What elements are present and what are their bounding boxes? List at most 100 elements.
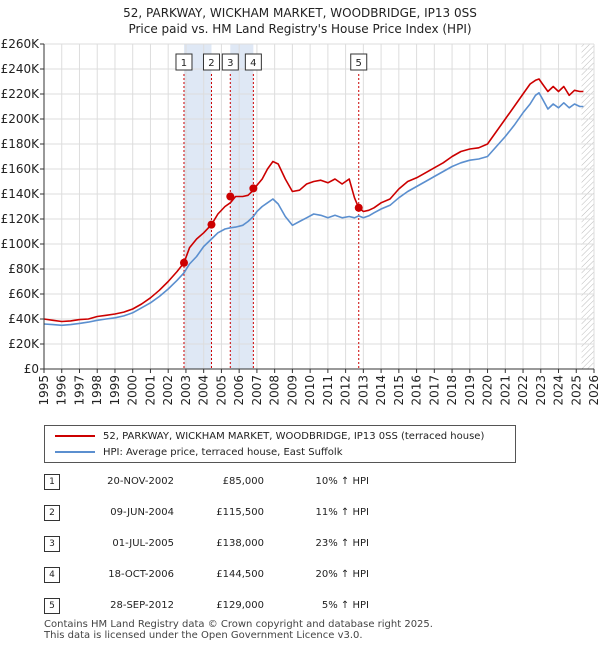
legend-label-hpi: HPI: Average price, terraced house, East…	[103, 446, 343, 458]
hpi-line	[43, 92, 584, 327]
x-tick-label: 2014	[374, 375, 388, 406]
x-tick-label: 2021	[498, 375, 512, 406]
hatched-region	[581, 44, 594, 369]
x-tick-label: 2003	[179, 375, 193, 406]
x-tick-label: 1999	[108, 375, 122, 406]
y-tick-label: £260K	[1, 37, 41, 51]
x-tick-label: 2009	[285, 375, 299, 406]
sale-number-label: 1	[181, 58, 187, 69]
sale-hpi-delta: 20% ↑ HPI	[315, 569, 369, 580]
x-tick-label: 2013	[356, 375, 370, 406]
sale-number-label: 3	[227, 58, 233, 69]
sale-date: 01-JUL-2005	[112, 538, 174, 549]
x-tick-label: 2002	[161, 375, 175, 406]
sale-date: 28-SEP-2012	[110, 600, 174, 611]
chart-subtitle: Price paid vs. HM Land Registry's House …	[128, 22, 472, 36]
x-tick-label: 2020	[481, 375, 495, 406]
sale-number-box	[221, 53, 239, 71]
y-tick-label: £20K	[8, 337, 40, 351]
footer-licence: This data is licensed under the Open Gov…	[44, 630, 363, 641]
x-tick-label: 2018	[445, 375, 459, 406]
x-tick-label: 2011	[321, 375, 335, 406]
table-row: 2 09-JUN-2004 £115,500 11% ↑ HPI	[44, 505, 444, 521]
sale-hpi-delta: 5% ↑ HPI	[321, 600, 369, 611]
x-tick-label: 1995	[37, 375, 51, 406]
x-tick-label: 2006	[232, 375, 246, 406]
x-tick-label: 2019	[463, 375, 477, 406]
x-tick-label: 2004	[197, 375, 211, 406]
x-tick-label: 2022	[516, 375, 530, 406]
sale-price: £138,000	[216, 538, 264, 549]
y-tick-label: £200K	[1, 112, 41, 126]
x-tick-label: 1996	[55, 375, 69, 406]
shaded-range	[183, 44, 212, 369]
y-tick-label: £0	[24, 362, 39, 376]
sale-number-label: 2	[208, 58, 214, 69]
chart-title-address: 52, PARKWAY, WICKHAM MARKET, WOODBRIDGE,…	[123, 6, 477, 20]
x-tick-label: 2026	[587, 375, 600, 406]
legend-label-property: 52, PARKWAY, WICKHAM MARKET, WOODBRIDGE,…	[103, 430, 485, 442]
y-tick-label: £160K	[1, 162, 41, 176]
sale-point	[207, 220, 216, 229]
sale-number-box	[244, 53, 262, 71]
shaded-range	[230, 44, 254, 369]
sale-point	[354, 203, 363, 212]
sale-number-label: 4	[250, 58, 256, 69]
x-tick-label: 2025	[569, 375, 583, 406]
sale-number-box	[202, 53, 220, 71]
sale-number-badge: 2	[44, 505, 60, 521]
sale-number-box	[350, 53, 368, 71]
x-tick-label: 2017	[427, 375, 441, 406]
x-tick-label: 2008	[268, 375, 282, 406]
y-tick-label: £80K	[8, 262, 40, 276]
sale-date: 09-JUN-2004	[110, 507, 174, 518]
legend: 52, PARKWAY, WICKHAM MARKET, WOODBRIDGE,…	[44, 425, 516, 463]
sale-date: 20-NOV-2002	[107, 476, 174, 487]
y-tick-label: £100K	[1, 237, 41, 251]
sale-price: £115,500	[216, 507, 264, 518]
sale-number-label: 5	[356, 58, 362, 69]
legend-swatch-hpi	[55, 451, 95, 453]
legend-swatch-property	[55, 435, 95, 437]
table-row: 5 28-SEP-2012 £129,000 5% ↑ HPI	[44, 598, 444, 614]
x-tick-label: 2012	[339, 375, 353, 406]
table-row: 3 01-JUL-2005 £138,000 23% ↑ HPI	[44, 536, 444, 552]
y-tick-label: £220K	[1, 87, 41, 101]
y-tick-label: £240K	[1, 62, 41, 76]
sale-hpi-delta: 23% ↑ HPI	[315, 538, 369, 549]
y-tick-label: £180K	[1, 137, 41, 151]
sale-number-badge: 4	[44, 567, 60, 583]
x-tick-label: 2000	[126, 375, 140, 406]
price-chart: 1 2 3 4 5 £0 £20K £40K £60K £80K £100K £120K £140K £…	[1, 37, 600, 406]
y-tick-label: £60K	[8, 287, 40, 301]
y-tick-label: £140K	[1, 187, 41, 201]
x-tick-label: 2001	[143, 375, 157, 406]
legend-item-property: 52, PARKWAY, WICKHAM MARKET, WOODBRIDGE,…	[55, 429, 484, 443]
x-tick-label: 1998	[90, 375, 104, 406]
x-tick-label: 2015	[392, 375, 406, 406]
property-line	[43, 78, 584, 323]
sale-price: £144,500	[216, 569, 264, 580]
y-tick-label: £120K	[1, 212, 41, 226]
sale-price: £129,000	[216, 600, 264, 611]
x-tick-label: 1997	[72, 375, 86, 406]
footer-copyright: Contains HM Land Registry data © Crown c…	[44, 619, 433, 630]
x-tick-label: 2023	[534, 375, 548, 406]
sale-price: £85,000	[222, 476, 264, 487]
sale-hpi-delta: 11% ↑ HPI	[315, 507, 369, 518]
table-row: 1 20-NOV-2002 £85,000 10% ↑ HPI	[44, 474, 444, 490]
sale-point	[249, 184, 258, 193]
sale-number-badge: 3	[44, 536, 60, 552]
sale-number-badge: 1	[44, 474, 60, 490]
sale-point	[226, 192, 235, 201]
sale-number-box	[175, 53, 193, 71]
table-row: 4 18-OCT-2006 £144,500 20% ↑ HPI	[44, 567, 444, 583]
x-tick-label: 2016	[410, 375, 424, 406]
y-tick-label: £40K	[8, 312, 40, 326]
sale-number-badge: 5	[44, 598, 60, 614]
sale-date: 18-OCT-2006	[108, 569, 174, 580]
x-tick-label: 2007	[250, 375, 264, 406]
x-tick-label: 2010	[303, 375, 317, 406]
x-tick-label: 2024	[552, 375, 566, 406]
x-tick-label: 2005	[214, 375, 228, 406]
